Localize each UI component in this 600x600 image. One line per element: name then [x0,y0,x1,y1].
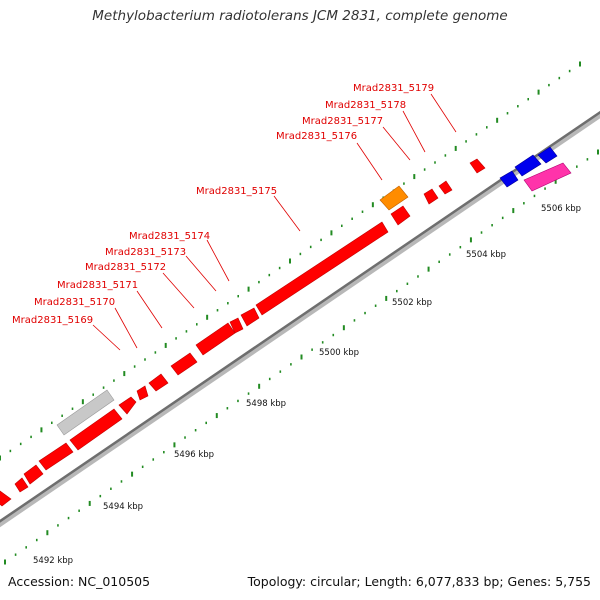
tick-label: 5502 kbp [392,298,432,308]
leader-line [136,290,163,329]
accession-text: Accession: NC_010505 [8,574,151,589]
cds-feature[interactable] [38,442,74,471]
cds-feature[interactable] [118,396,137,415]
leader-line [92,324,121,351]
tick-label: 5492 kbp [33,556,73,566]
cds-feature[interactable] [469,158,486,174]
map-title: Methylobacterium radiotolerans JCM 2831,… [92,8,508,24]
gene-label[interactable]: Mrad2831_5171 [57,280,138,291]
tick-label: 5496 kbp [174,450,214,460]
cds-feature-reverse[interactable] [537,146,558,164]
cds-feature[interactable] [390,205,411,226]
cds-feature[interactable] [195,322,236,356]
gene-labels: Mrad2831_5169 Mrad2831_5170 Mrad2831_517… [12,83,434,326]
tick-label: 5500 kbp [319,348,359,358]
leader-line [382,126,411,161]
cds-feature[interactable] [438,180,453,195]
pink-feature[interactable] [523,162,572,192]
rna-feature[interactable] [379,185,409,211]
cds-feature-reverse[interactable] [514,154,542,177]
gene-label[interactable]: Mrad2831_5169 [12,315,93,326]
leader-line [206,239,230,282]
gene-label[interactable]: Mrad2831_5179 [353,83,434,94]
label-leaders [92,93,457,351]
cds-feature[interactable] [0,490,12,507]
cds-feature[interactable] [69,408,123,451]
cds-feature[interactable] [240,307,260,327]
cds-feature[interactable] [148,373,169,392]
leader-line [402,110,426,153]
leader-line [162,272,195,309]
backbone-line [0,110,600,523]
cds-feature[interactable] [23,464,44,485]
gene-label[interactable]: Mrad2831_5176 [276,131,357,142]
tick-label: 5494 kbp [103,502,143,512]
lower-tick-track [4,149,599,565]
leader-line [356,142,383,181]
cds-feature[interactable] [229,317,244,334]
tick-label: 5498 kbp [246,399,286,409]
forward-strand-features [0,158,486,507]
upper-tick-track [0,61,581,461]
leader-line [430,93,457,133]
cds-feature[interactable] [14,477,29,493]
cds-feature[interactable] [423,188,439,205]
cds-feature[interactable] [136,385,149,401]
gene-label[interactable]: Mrad2831_5173 [105,247,186,258]
gene-label[interactable]: Mrad2831_5177 [302,116,383,127]
gene-label[interactable]: Mrad2831_5178 [325,100,406,111]
leader-line [114,307,138,349]
kbp-scale: 5492 kbp 5494 kbp 5496 kbp 5498 kbp 5500… [33,204,581,566]
gene-label[interactable]: Mrad2831_5170 [34,297,115,308]
genome-stats-text: Topology: circular; Length: 6,077,833 bp… [247,574,591,589]
cds-feature[interactable] [170,352,198,376]
grey-feature[interactable] [56,389,115,436]
gene-label[interactable]: Mrad2831_5175 [196,186,277,197]
tick-label: 5504 kbp [466,250,506,260]
backbone-line-shadow [0,112,600,528]
leader-line [273,195,301,232]
cds-feature-reverse[interactable] [499,170,519,188]
leader-line [185,255,217,292]
tick-label: 5506 kbp [541,204,581,214]
gene-label[interactable]: Mrad2831_5172 [85,262,166,273]
cds-feature[interactable] [255,221,389,316]
gene-label[interactable]: Mrad2831_5174 [129,231,210,242]
reverse-strand-features [499,146,558,188]
